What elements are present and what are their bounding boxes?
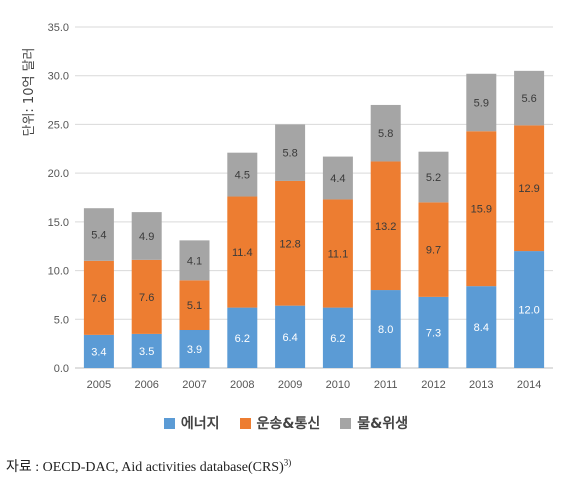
bars: 3.4 7.6 5.4 3.5 7.6 4.9 3.9 5.1 4.1 6.2 11.4 4.5 6.4…	[83, 70, 545, 368]
data-label: 6.2	[235, 333, 250, 345]
y-tick-label: 20.0	[48, 168, 69, 180]
x-tick-label: 2006	[134, 379, 158, 391]
source-note: 자료 : OECD-DAC, Aid activities database(C…	[6, 456, 291, 476]
y-tick-label: 30.0	[48, 71, 69, 83]
bar-segment	[514, 70, 545, 126]
data-label: 6.4	[282, 332, 297, 344]
stacked-bar-chart: 0.0 5.0 10.0 15.0 20.0 25.0 30.0 35.0 3.4 7.6 5.4…	[22, 22, 553, 391]
bar-segment	[322, 199, 353, 308]
bar-segment	[179, 240, 210, 281]
legend-item-energy: 에너지	[163, 413, 220, 433]
y-tick-label: 25.0	[48, 119, 69, 131]
data-label: 5.2	[426, 172, 441, 184]
bar-segment	[418, 151, 449, 203]
bar-segment	[131, 333, 162, 368]
x-tick-label: 2009	[278, 379, 302, 391]
bar-segment	[83, 260, 114, 335]
legend: 에너지 운송&통신 물&위생	[0, 413, 572, 433]
legend-label-transport: 운송&통신	[256, 416, 321, 432]
bar-segment	[466, 286, 497, 368]
x-tick-label: 2010	[326, 379, 350, 391]
bar-segment	[322, 307, 353, 368]
data-label: 5.8	[282, 148, 297, 160]
data-label: 5.8	[378, 128, 393, 140]
data-label: 13.2	[375, 221, 396, 233]
legend-item-water: 물&위생	[340, 413, 408, 433]
data-label: 5.1	[187, 300, 202, 312]
data-label: 4.5	[235, 170, 250, 182]
data-label: 5.9	[474, 98, 489, 110]
x-tick-label: 2011	[374, 379, 398, 391]
bar-segment	[322, 156, 353, 200]
legend-item-transport: 운송&통신	[239, 413, 321, 433]
source-footnote: 3)	[283, 457, 292, 468]
data-label: 7.6	[139, 292, 154, 304]
x-tick-label: 2007	[182, 379, 206, 391]
data-label: 12.9	[518, 183, 539, 195]
data-label: 3.5	[139, 346, 154, 358]
bar-segment	[514, 251, 545, 368]
bar-segment	[370, 161, 401, 291]
bar-segment	[227, 307, 258, 368]
data-label: 3.4	[91, 346, 106, 358]
legend-label-energy: 에너지	[180, 416, 220, 432]
bar-segment	[179, 330, 210, 368]
bar-segment	[275, 124, 306, 181]
data-label: 7.3	[426, 327, 441, 339]
data-label: 3.9	[187, 344, 202, 356]
data-label: 15.9	[471, 204, 492, 216]
x-tick-label: 2012	[421, 379, 445, 391]
x-tick-label: 2014	[517, 379, 541, 391]
legend-swatch-transport	[239, 417, 251, 429]
bar-segment	[131, 212, 162, 260]
data-label: 12.8	[279, 238, 300, 250]
bar-segment	[227, 196, 258, 308]
x-tick-label: 2005	[87, 379, 111, 391]
data-label: 7.6	[91, 293, 106, 305]
x-axis-tick-labels: 2005 2006 2007 2008 2009 2010 2011 2012 2013 2014	[87, 379, 542, 391]
y-axis-label: 단위: 10억 달러	[22, 48, 37, 137]
data-label: 6.2	[330, 333, 345, 345]
bar-segment	[179, 280, 210, 331]
data-label: 8.4	[474, 322, 489, 334]
data-label: 12.0	[518, 305, 539, 317]
bar-segment	[466, 131, 497, 287]
y-tick-label: 5.0	[54, 314, 69, 326]
data-label: 11.4	[232, 247, 253, 259]
y-tick-label: 0.0	[54, 363, 69, 375]
legend-label-water: 물&위생	[357, 416, 409, 432]
bar-segment	[370, 290, 401, 368]
source-text: 자료 : OECD-DAC, Aid activities database(C…	[6, 460, 284, 475]
bar-segment	[514, 125, 545, 252]
legend-swatch-water	[340, 417, 352, 429]
y-axis-tick-labels: 0.0 5.0 10.0 15.0 20.0 25.0 30.0 35.0	[48, 22, 69, 375]
bar-segment	[227, 152, 258, 197]
bar-segment	[275, 180, 306, 306]
x-tick-label: 2013	[469, 379, 493, 391]
bar-segment	[466, 73, 497, 132]
bar-segment	[275, 305, 306, 368]
y-tick-label: 10.0	[48, 266, 69, 278]
data-label: 9.7	[426, 245, 441, 257]
bar-segment	[418, 202, 449, 297]
bar-segment	[418, 296, 449, 368]
data-label: 5.6	[521, 93, 536, 105]
bar-segment	[83, 208, 114, 261]
data-label: 5.4	[91, 230, 106, 242]
legend-swatch-energy	[163, 417, 175, 429]
y-tick-label: 15.0	[48, 217, 69, 229]
data-label: 4.4	[330, 173, 345, 185]
data-label: 11.1	[328, 249, 349, 261]
x-tick-label: 2008	[230, 379, 254, 391]
bar-segment	[131, 259, 162, 334]
data-label: 8.0	[378, 324, 393, 336]
bar-segment	[83, 334, 114, 368]
data-label: 4.9	[139, 231, 154, 243]
y-tick-label: 35.0	[48, 22, 69, 34]
bar-segment	[370, 104, 401, 162]
data-label: 4.1	[187, 255, 202, 267]
